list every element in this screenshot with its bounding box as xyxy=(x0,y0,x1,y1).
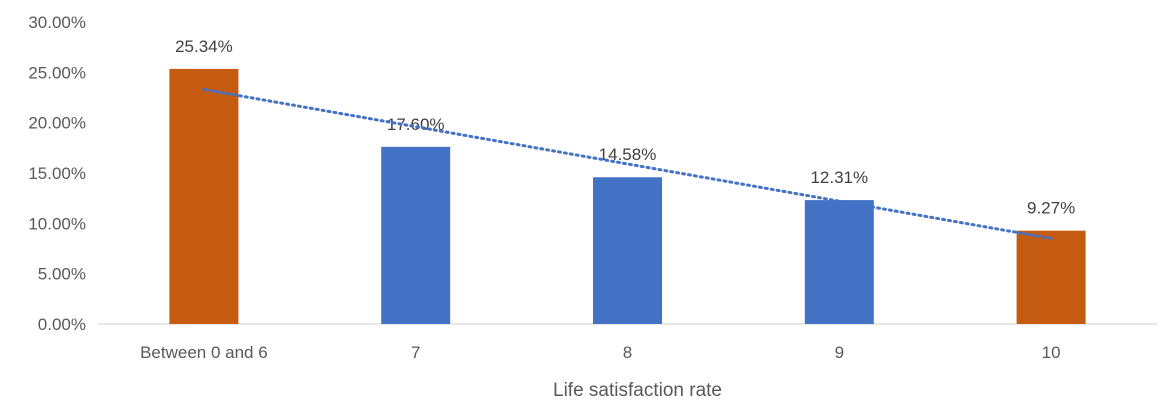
x-tick-label: 8 xyxy=(623,343,632,362)
x-tick-label: 9 xyxy=(835,343,844,362)
bar xyxy=(804,200,874,324)
data-labels: 25.34%17.60%14.58%12.31%9.27% xyxy=(175,37,1075,218)
y-tick-label: 25.00% xyxy=(28,63,86,82)
y-tick-label: 10.00% xyxy=(28,214,86,233)
x-axis-title: Life satisfaction rate xyxy=(553,380,722,401)
y-tick-label: 30.00% xyxy=(28,13,86,32)
bar xyxy=(381,146,451,324)
data-label: 25.34% xyxy=(175,37,233,56)
bar xyxy=(169,68,239,324)
bar xyxy=(1016,230,1086,324)
data-label: 14.58% xyxy=(599,145,657,164)
trendline xyxy=(202,87,1053,240)
x-tick-label: 10 xyxy=(1042,343,1061,362)
y-tick-label: 5.00% xyxy=(38,265,86,284)
x-tick-label: Between 0 and 6 xyxy=(140,343,268,362)
y-tick-label: 15.00% xyxy=(28,164,86,183)
x-tick-label: 7 xyxy=(411,343,420,362)
x-axis: Between 0 and 6 7 8 9 10 xyxy=(140,343,1060,362)
bar xyxy=(593,177,662,324)
bars xyxy=(169,68,1086,324)
y-tick-label: 0.00% xyxy=(38,315,86,334)
y-axis: 0.00% 5.00% 10.00% 15.00% 20.00% 25.00% 30.00% xyxy=(28,13,86,334)
data-label: 9.27% xyxy=(1027,199,1075,218)
data-label: 12.31% xyxy=(810,168,868,187)
y-tick-label: 20.00% xyxy=(28,114,86,133)
